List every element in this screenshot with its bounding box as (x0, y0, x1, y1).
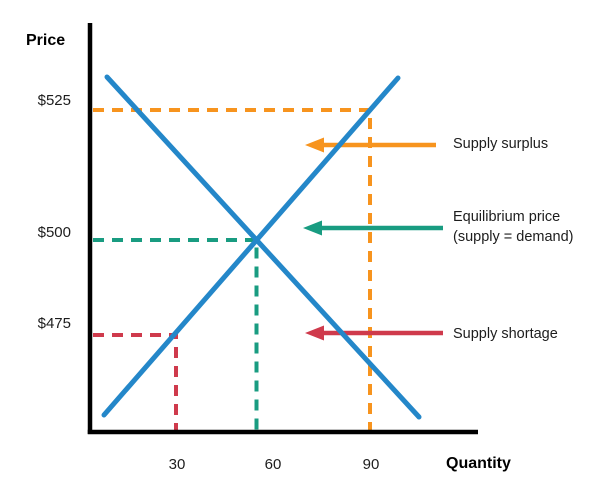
equilibrium-guide-dashed-line (93, 238, 259, 430)
demand-curve (104, 74, 422, 420)
quantity-tick-30: 30 (168, 456, 186, 473)
quantity-tick-90: 90 (362, 456, 380, 473)
shortage-arrow (305, 325, 443, 341)
supply-curve (101, 75, 401, 418)
surplus-label: Supply surplus (453, 136, 549, 152)
quantity-tick-60: 60 (264, 456, 282, 473)
surplus-arrowhead-icon (305, 137, 324, 153)
equilibrium-arrow (303, 220, 443, 236)
price-tick-475: $475 (37, 315, 71, 332)
price-tick-525: $525 (37, 92, 71, 109)
x-axis-title: Quantity (446, 455, 511, 472)
y-axis-title: Price (26, 32, 66, 49)
shortage-label: Supply shortage (453, 326, 558, 342)
shortage-arrowhead-icon (305, 325, 324, 341)
price-tick-500: $500 (37, 224, 71, 241)
equilibrium-arrowhead-icon (303, 220, 322, 236)
equilibrium-label-line2: (supply = demand) (453, 229, 574, 245)
equilibrium-label-line1: Equilibrium price (453, 209, 561, 225)
